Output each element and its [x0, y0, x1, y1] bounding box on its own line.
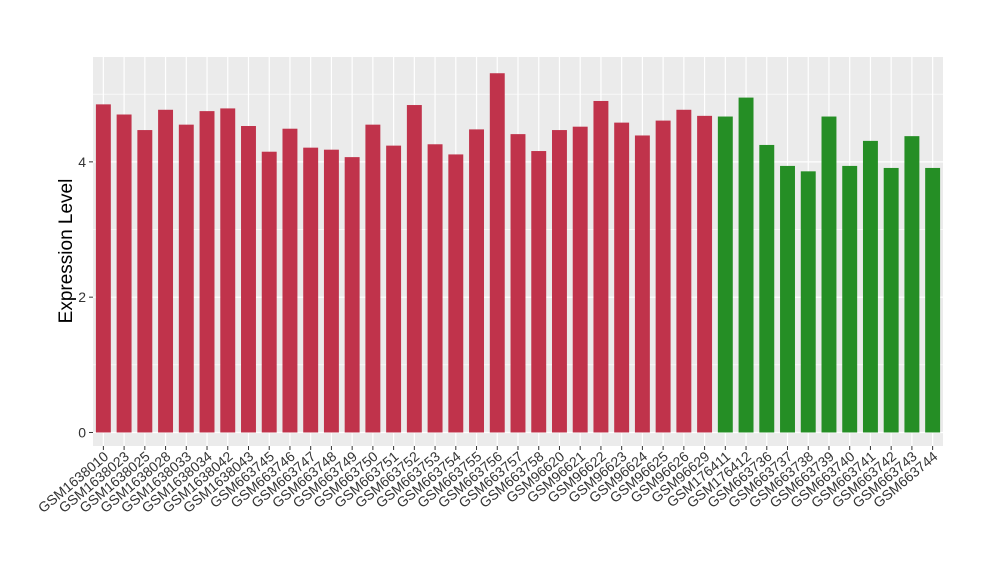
bar-GSM1638025 — [137, 130, 153, 433]
bar-GSM1638023 — [116, 114, 132, 433]
bar-GSM1638010 — [95, 104, 111, 433]
bar-GSM663741 — [862, 140, 878, 433]
bar-GSM663758 — [531, 151, 547, 433]
bar-GSM663740 — [842, 165, 858, 433]
bars — [95, 73, 941, 433]
bar-GSM663756 — [489, 73, 505, 433]
y-axis: 0 2 4 — [78, 154, 93, 440]
bar-GSM663757 — [510, 134, 526, 433]
bar-GSM176412 — [738, 97, 754, 433]
bar-GSM663745 — [261, 151, 277, 433]
bar-GSM663736 — [759, 144, 775, 433]
bar-GSM96629 — [697, 115, 713, 433]
bar-GSM1638033 — [178, 124, 194, 433]
bar-GSM176411 — [717, 116, 733, 433]
bar-GSM663749 — [344, 157, 360, 433]
bar-GSM663748 — [323, 149, 339, 433]
bar-GSM663744 — [925, 167, 941, 433]
bar-GSM1638034 — [199, 111, 215, 433]
bar-GSM96620 — [552, 130, 567, 433]
bar-GSM1638028 — [158, 109, 174, 433]
bar-GSM663739 — [821, 116, 837, 433]
y-tick-label: 2 — [78, 289, 86, 305]
bar-GSM663750 — [365, 124, 381, 433]
bar-GSM96625 — [655, 120, 671, 433]
bar-GSM663737 — [780, 165, 795, 433]
bar-GSM663738 — [800, 171, 816, 433]
bar-GSM663751 — [386, 145, 402, 433]
bar-GSM663753 — [427, 144, 443, 433]
bar-GSM663746 — [282, 128, 298, 433]
y-tick-label: 4 — [78, 154, 86, 170]
bar-GSM663743 — [904, 136, 920, 433]
y-tick-label: 0 — [78, 424, 86, 440]
bar-GSM96626 — [676, 109, 692, 433]
bar-GSM663752 — [406, 105, 422, 433]
bar-GSM1638043 — [241, 126, 256, 433]
bar-GSM663742 — [883, 167, 899, 433]
bar-GSM96621 — [572, 126, 588, 433]
bar-GSM663747 — [303, 147, 319, 433]
bar-GSM96623 — [614, 122, 630, 433]
bar-GSM663755 — [469, 129, 484, 433]
bar-GSM96624 — [634, 135, 650, 433]
x-axis: GSM1638010GSM1638023GSM1638025GSM1638028… — [35, 446, 941, 516]
bar-GSM663754 — [448, 154, 464, 433]
bar-GSM1638042 — [220, 108, 236, 433]
y-axis-title: Expression Level — [56, 179, 77, 324]
bar-GSM96622 — [593, 100, 609, 433]
